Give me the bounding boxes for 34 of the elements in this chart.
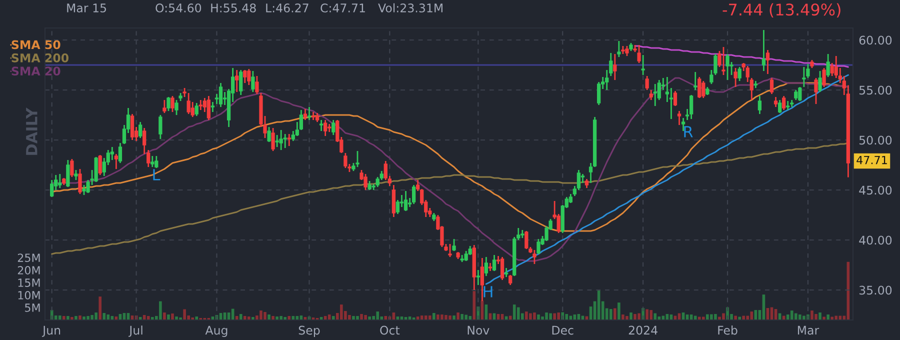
text: Vol:23.31M <box>378 3 442 12</box>
y2-tick-label: 10M <box>18 291 40 300</box>
x-tick-label: Sep <box>298 326 320 337</box>
x-tick-label: Aug <box>205 326 228 337</box>
x-tick-label: Mar <box>798 326 820 335</box>
y2-tick-label: 20M <box>18 266 40 274</box>
x-tick-label: Oct <box>380 326 400 335</box>
text: Mar 15 <box>67 4 106 12</box>
y2-tick-label: 5M <box>25 304 40 312</box>
x-tick-label: 2024 <box>628 326 658 335</box>
text: O:54.60 <box>156 3 202 12</box>
annotation: R <box>684 126 693 138</box>
y-tick-label: 55.00 <box>859 86 892 95</box>
x-tick-label: Jul <box>128 326 142 337</box>
y-tick-label: 50.00 <box>859 136 892 145</box>
x-tick-label: Feb <box>718 326 738 335</box>
text: H:55.48 <box>211 3 256 12</box>
y-tick-label: 40.00 <box>859 236 892 245</box>
text: C:47.71 <box>320 3 365 12</box>
text: -7.44 (13.49%) <box>722 3 840 18</box>
legend-label: SMA 20 <box>12 66 60 76</box>
y2-tick-label: 15M <box>18 278 40 287</box>
x-tick-label: Jun <box>42 326 60 337</box>
annotation: H <box>484 286 492 298</box>
text: 47.71 <box>856 156 887 164</box>
x-tick-label: Dec <box>552 326 574 335</box>
y-tick-label: 60.00 <box>859 36 892 45</box>
y-tick-label: 35.00 <box>859 286 892 295</box>
y2-tick-label: 25M <box>18 254 40 262</box>
legend-label: SMA 200 <box>12 53 69 62</box>
legend-label: SMA 50 <box>12 40 60 50</box>
text: L:46.27 <box>266 3 308 12</box>
x-tick-label: Nov <box>468 326 490 335</box>
y-tick-label: 45.00 <box>859 186 892 195</box>
